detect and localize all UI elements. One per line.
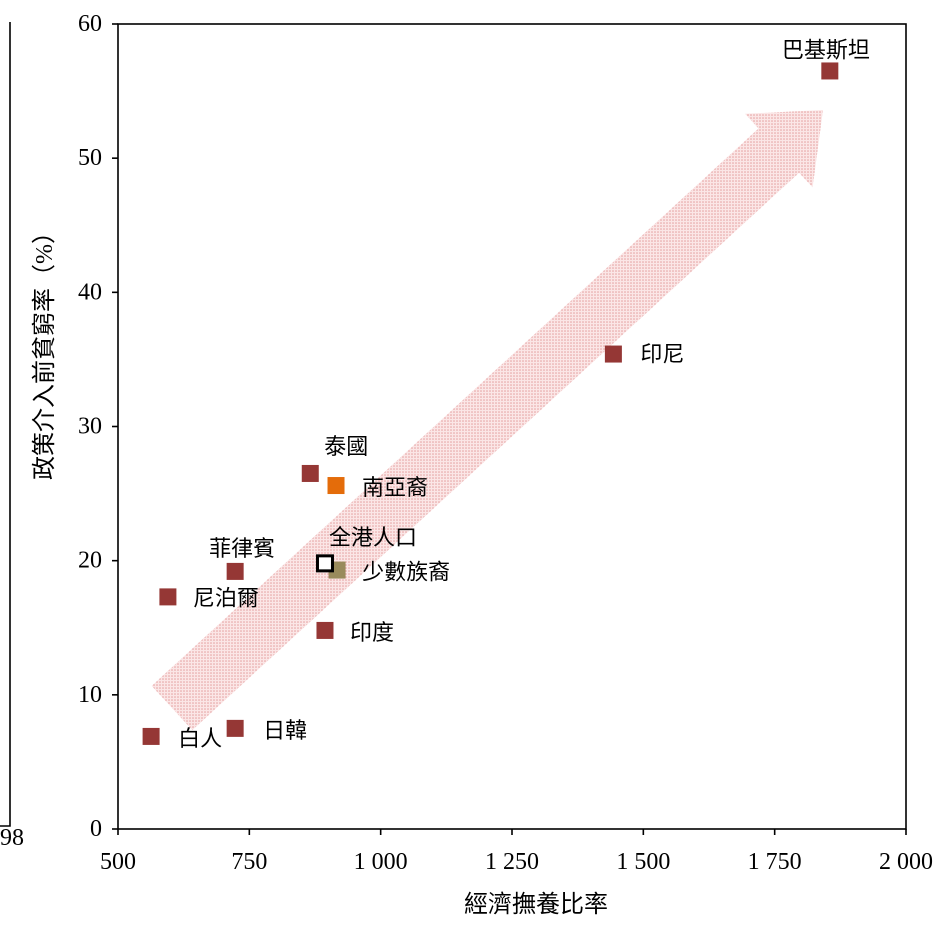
data-point-marker bbox=[604, 345, 622, 363]
y-tick-label: 10 bbox=[78, 682, 102, 708]
x-tick-label: 2 000 bbox=[879, 849, 933, 875]
y-tick-label: 50 bbox=[78, 145, 102, 171]
data-point-marker bbox=[159, 588, 177, 606]
y-axis-title: 政策介入前貧窮率（%） bbox=[31, 220, 58, 480]
data-point-marker bbox=[226, 562, 244, 580]
data-point-marker bbox=[327, 477, 345, 495]
data-point-label: 白人 bbox=[178, 726, 222, 751]
neighbor-chart-axis-fragment bbox=[0, 22, 11, 827]
data-point-label: 日韓 bbox=[263, 718, 307, 743]
x-tick-label: 500 bbox=[100, 849, 136, 875]
data-point-marker bbox=[226, 719, 244, 737]
data-points bbox=[142, 62, 839, 745]
x-tick-label: 1 000 bbox=[354, 849, 408, 875]
data-point-marker bbox=[315, 554, 334, 573]
trend-arrow bbox=[151, 110, 823, 731]
axis-ticks: 500 750 1 000 1 250 1 500 1 750 2 000 0 10 20 30 40… bbox=[78, 11, 933, 875]
data-point-label: 泰國 bbox=[324, 434, 368, 459]
x-axis-title: 經濟撫養比率 bbox=[464, 891, 608, 918]
data-point-label: 全港人口 bbox=[329, 525, 417, 550]
data-point-label: 南亞裔 bbox=[362, 475, 428, 500]
y-tick-label: 60 bbox=[78, 11, 102, 37]
x-tick-label: 1 250 bbox=[485, 849, 539, 875]
data-point-marker bbox=[316, 621, 334, 639]
y-tick-label: 30 bbox=[78, 414, 102, 440]
data-point-label: 尼泊爾 bbox=[193, 585, 259, 610]
x-tick-label: 1 750 bbox=[748, 849, 802, 875]
data-point-label: 少數族裔 bbox=[362, 560, 450, 585]
data-point-label: 印尼 bbox=[640, 342, 684, 367]
y-tick-label: 40 bbox=[78, 279, 102, 305]
data-point-marker bbox=[821, 62, 839, 80]
x-tick-label: 750 bbox=[231, 849, 267, 875]
data-point-label: 菲律賓 bbox=[209, 536, 275, 561]
x-tick-label: 1 500 bbox=[616, 849, 670, 875]
y-tick-label: 20 bbox=[78, 548, 102, 574]
data-point-label: 巴基斯坦 bbox=[782, 37, 870, 62]
data-point-label: 印度 bbox=[350, 620, 394, 645]
y-tick-label: 0 bbox=[90, 816, 102, 842]
neighbor-chart-tick-label: 98 bbox=[0, 825, 24, 851]
data-point-marker bbox=[142, 727, 160, 745]
data-point-marker bbox=[301, 464, 319, 482]
